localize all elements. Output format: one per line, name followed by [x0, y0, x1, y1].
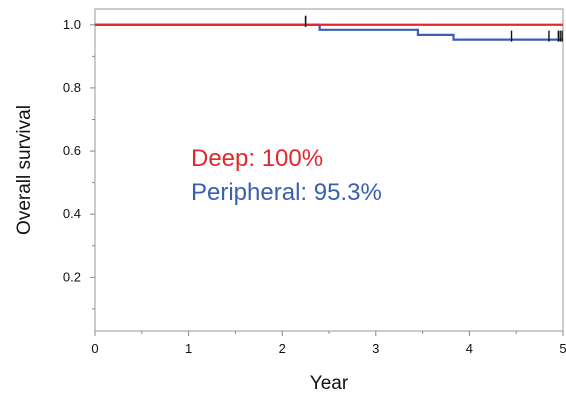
x-tick-label: 5 — [559, 341, 566, 356]
x-axis-title: Year — [310, 373, 349, 394]
x-tick-label: 1 — [185, 341, 192, 356]
tick-layer: 0 1 2 3 4 5 0.2 0.4 0.6 0.8 1.0 — [63, 17, 566, 356]
x-tick-label: 3 — [372, 341, 379, 356]
series-layer — [95, 23, 563, 41]
series-line-peripheral — [95, 23, 563, 41]
y-tick-label: 1.0 — [63, 17, 81, 32]
annotation-deep: Deep: 100% — [191, 145, 323, 172]
y-tick-label: 0.8 — [63, 80, 81, 95]
annotation-peripheral: Peripheral: 95.3% — [191, 179, 382, 206]
censor-layer — [304, 15, 563, 42]
y-axis-title: Overall survival — [14, 105, 35, 235]
x-tick-label: 4 — [466, 341, 473, 356]
y-tick-label: 0.2 — [63, 269, 81, 284]
x-tick-label: 0 — [91, 341, 98, 356]
x-tick-label: 2 — [279, 341, 286, 356]
y-tick-label: 0.4 — [63, 206, 81, 221]
plot-frame — [94, 8, 564, 332]
y-tick-label: 0.6 — [63, 143, 81, 158]
